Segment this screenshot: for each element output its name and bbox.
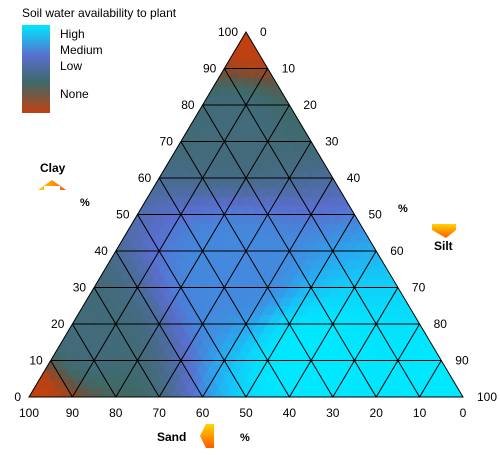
clay-tick-label: 30 [73, 281, 87, 295]
chart-title: Soil water availability to plant [22, 6, 177, 20]
grid-line [375, 323, 421, 398]
clay-tick-label: 90 [203, 62, 217, 76]
silt-tick-label: 90 [455, 354, 469, 368]
sand-tick-label: 50 [239, 406, 253, 420]
grid-line [115, 250, 204, 398]
triangle-outline [28, 31, 464, 398]
grid-line [288, 250, 377, 398]
clay-tick-label: 10 [29, 354, 43, 368]
silt-arrow-icon [432, 224, 456, 238]
silt-tick-label: 70 [412, 281, 426, 295]
clay-tick-label: 60 [138, 171, 152, 185]
silt-tick-label: 60 [390, 244, 404, 258]
legend-label-high: High [60, 27, 85, 41]
legend-label-none: None [60, 87, 89, 101]
grid-line [180, 141, 334, 398]
clay-tick-labels: 0 10 20 30 40 50 60 70 80 90 100 [14, 25, 238, 404]
silt-tick-label: 0 [260, 25, 267, 39]
clay-tick-label: 0 [14, 390, 21, 404]
ternary-grid [50, 68, 442, 398]
silt-unit-label: % [398, 203, 408, 215]
sand-axis-label: Sand [157, 430, 186, 444]
silt-tick-label: 10 [282, 62, 296, 76]
silt-tick-label: 50 [369, 208, 383, 222]
grid-line [332, 287, 399, 398]
sand-tick-label: 20 [370, 406, 384, 420]
grid-line [137, 214, 247, 398]
grid-line [71, 68, 269, 398]
sand-tick-label: 80 [109, 406, 123, 420]
silt-tick-label: 80 [434, 317, 448, 331]
sand-tick-label: 60 [196, 406, 210, 420]
sand-tick-label: 90 [66, 406, 80, 420]
grid-line [158, 141, 312, 398]
sand-tick-label: 100 [19, 406, 39, 420]
grid-line [71, 323, 117, 398]
clay-tick-label: 20 [51, 317, 65, 331]
silt-tick-label: 40 [347, 171, 361, 185]
silt-tick-labels: 0 10 20 30 40 50 60 70 80 90 100 [260, 25, 497, 404]
silt-tick-label: 30 [325, 135, 339, 149]
clay-unit-label: % [80, 197, 90, 209]
sand-tick-label: 30 [326, 406, 340, 420]
clay-tick-label: 80 [181, 98, 195, 112]
legend-label-medium: Medium [60, 43, 103, 57]
sand-tick-labels: 100 90 80 70 60 50 40 30 20 10 0 [19, 406, 467, 420]
clay-axis-label: Clay [40, 161, 66, 175]
silt-axis-label: Silt [434, 239, 453, 253]
clay-arrow-icon [38, 180, 66, 190]
clay-tick-label: 40 [94, 244, 108, 258]
clay-tick-label: 70 [160, 135, 174, 149]
silt-tick-label: 100 [477, 390, 497, 404]
grid-line [419, 360, 442, 398]
silt-tick-label: 20 [303, 98, 317, 112]
grid-line [245, 214, 355, 398]
legend-color-bar [22, 25, 50, 113]
sand-unit-label: % [240, 432, 250, 444]
clay-tick-label: 50 [116, 208, 130, 222]
sand-tick-label: 10 [413, 406, 427, 420]
sand-tick-label: 70 [153, 406, 167, 420]
sand-tick-label: 0 [460, 406, 467, 420]
grid-line [50, 360, 73, 398]
clay-tick-label: 100 [218, 25, 238, 39]
grid-line [223, 68, 421, 398]
grid-line [93, 287, 160, 398]
sand-arrow-icon [200, 424, 214, 448]
legend-label-low: Low [60, 59, 82, 73]
sand-tick-label: 40 [283, 406, 297, 420]
heat-cell [239, 32, 253, 42]
